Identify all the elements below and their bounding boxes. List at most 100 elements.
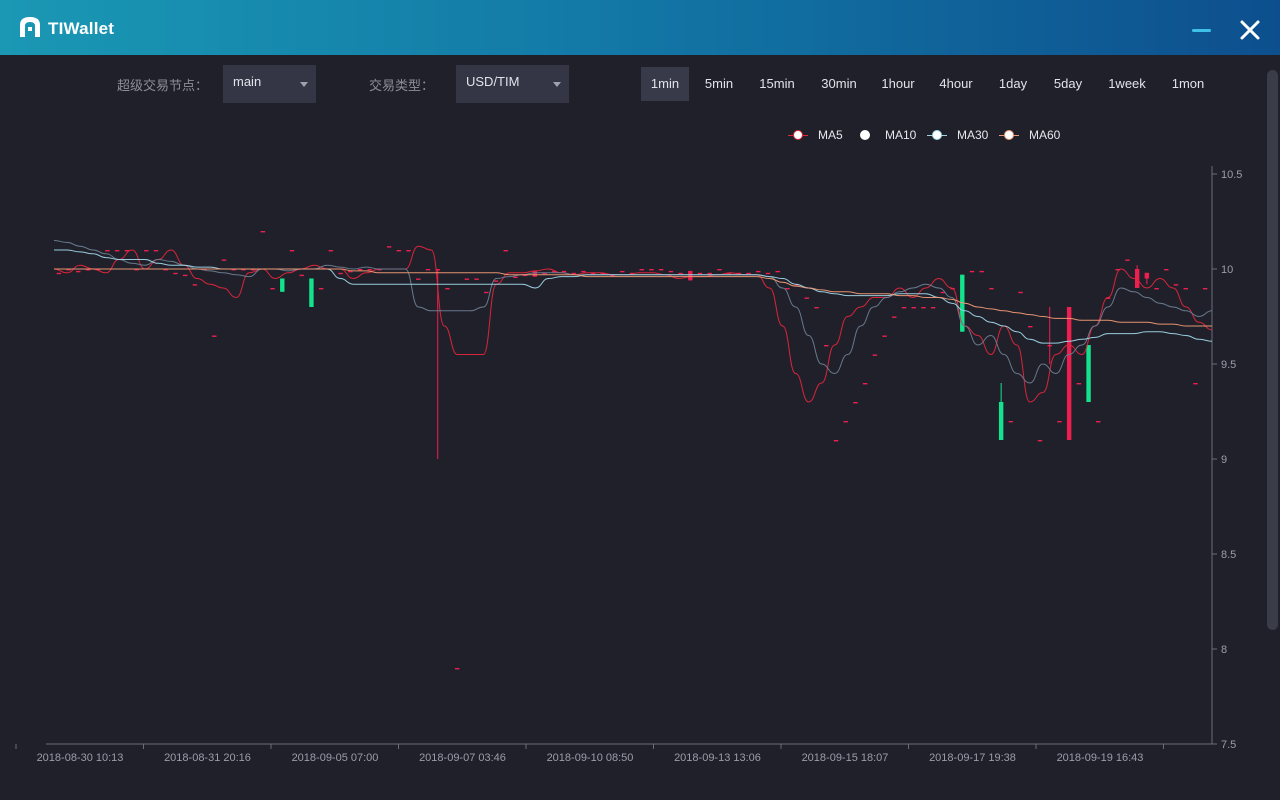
candle-body — [124, 250, 130, 252]
candle-body — [76, 270, 81, 273]
candle-body — [348, 270, 353, 273]
tab-interval-4hour[interactable]: 4hour — [939, 76, 973, 91]
pair-label: 交易类型： — [369, 78, 435, 93]
tab-interval-5min[interactable]: 5min — [704, 76, 734, 91]
candle-body — [445, 288, 450, 290]
minimize-button[interactable] — [1190, 18, 1214, 42]
candle-body — [639, 269, 644, 271]
close-button[interactable] — [1238, 18, 1262, 42]
candle-body — [377, 269, 382, 271]
candle-body — [182, 274, 188, 277]
candle-body — [1047, 345, 1052, 347]
ma-line-ma5 — [53, 245, 1213, 403]
candle-body — [484, 291, 489, 294]
tab-interval-1mon[interactable]: 1mon — [1171, 76, 1205, 91]
candle-body — [1086, 345, 1091, 402]
legend-marker-icon — [860, 130, 870, 140]
candle-body — [299, 274, 304, 277]
candle-body — [1125, 259, 1130, 261]
x-tick-label: 2018-09-17 19:38 — [929, 752, 1016, 764]
tab-interval-5day[interactable]: 5day — [1053, 76, 1083, 91]
candle-body — [697, 272, 703, 275]
candle-body — [610, 274, 615, 277]
candle-body — [1096, 421, 1101, 423]
candle-body — [620, 270, 625, 273]
pair-select-value: USD/TIM — [466, 74, 520, 89]
candle-body — [532, 270, 538, 277]
node-label: 超级交易节点： — [117, 78, 209, 93]
candle-body — [367, 269, 372, 271]
candle-body — [66, 269, 71, 271]
candle-body — [1193, 383, 1198, 385]
y-tick-label: 8 — [1221, 644, 1227, 656]
candle-body — [756, 270, 761, 273]
candle-body — [1134, 269, 1140, 288]
ma-line-ma30 — [53, 249, 1213, 344]
candle-body — [1008, 421, 1014, 423]
legend-item-ma60[interactable]: MA60 — [999, 128, 1060, 144]
candle-body — [1066, 307, 1072, 440]
x-tick-label: 2018-09-13 13:06 — [674, 752, 761, 764]
candle-body — [464, 278, 470, 280]
candle-body — [1076, 383, 1082, 385]
candle-body — [173, 272, 178, 275]
candle-body — [930, 307, 936, 309]
scrollbar[interactable] — [1267, 70, 1278, 630]
y-tick-label: 10 — [1221, 264, 1233, 276]
legend-item-ma10[interactable]: MA10 — [855, 128, 916, 144]
candle-body — [979, 270, 984, 273]
x-tick-label: 2018-09-07 03:46 — [419, 752, 506, 764]
candle-body — [726, 272, 732, 275]
candle-body — [561, 270, 567, 273]
candle-body — [338, 272, 343, 275]
app-title: TIWallet — [48, 19, 115, 38]
node-select[interactable]: main — [223, 65, 316, 103]
legend-item-ma5[interactable]: MA5 — [788, 128, 848, 144]
tab-interval-1day[interactable]: 1day — [998, 76, 1028, 91]
candle-body — [406, 250, 411, 252]
candle-body — [882, 335, 887, 337]
candle-body — [241, 269, 246, 271]
candle-body — [717, 269, 722, 271]
tab-interval-30min[interactable]: 30min — [821, 76, 857, 91]
candlestick-chart[interactable]: 7.5 8 8.5 9 9.5 10 10.5 2018-08-30 10:13 2018-08… — [0, 150, 1280, 800]
minimize-icon — [1192, 29, 1211, 32]
tab-interval-1week[interactable]: 1week — [1108, 76, 1146, 91]
candle-body — [328, 250, 334, 252]
candle-body — [503, 250, 508, 252]
candle-body — [542, 272, 547, 275]
candle-body — [833, 440, 839, 442]
legend-label: MA5 — [818, 128, 843, 142]
candle-body — [435, 269, 440, 271]
candle-body — [357, 269, 363, 271]
candle-body — [901, 307, 907, 309]
candle-body — [134, 269, 139, 271]
candle-body — [280, 278, 285, 292]
candle-body — [163, 269, 168, 271]
candle-body — [668, 270, 674, 273]
candle-body — [522, 274, 528, 277]
candle-body — [785, 288, 790, 290]
y-tick-label: 9.5 — [1221, 359, 1236, 371]
tab-interval-1min[interactable]: 1min — [641, 67, 689, 101]
y-tick-label: 9 — [1221, 454, 1227, 466]
candle-body — [1115, 269, 1120, 271]
candle-body — [872, 354, 878, 356]
legend-item-ma30[interactable]: MA30 — [927, 128, 989, 144]
candle-body — [250, 269, 256, 271]
candle-body — [1154, 288, 1159, 290]
candle-body — [192, 284, 198, 286]
x-tick-label: 2018-09-15 18:07 — [802, 752, 889, 764]
candle-body — [289, 250, 295, 252]
candle-body — [318, 288, 324, 290]
candle-body — [765, 272, 771, 275]
candle-body — [153, 250, 159, 252]
candle-body — [921, 307, 926, 309]
candle-body — [1057, 421, 1062, 423]
candle-body — [474, 278, 479, 280]
pair-select[interactable]: USD/TIM — [456, 65, 569, 103]
tab-interval-15min[interactable]: 15min — [759, 76, 795, 91]
candle-body — [1037, 440, 1043, 442]
tab-interval-1hour[interactable]: 1hour — [881, 76, 915, 91]
legend-label: MA30 — [957, 128, 989, 142]
